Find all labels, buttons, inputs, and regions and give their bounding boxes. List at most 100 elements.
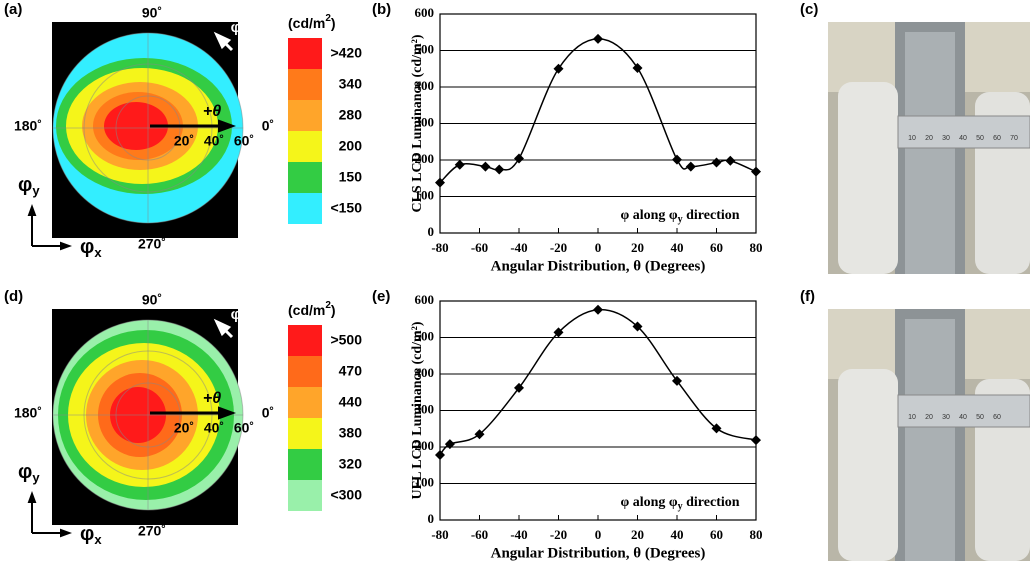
photo-frame-inner — [905, 32, 955, 274]
ruler-label: 40 — [959, 414, 967, 421]
data-point — [514, 382, 524, 393]
phi-label: φ — [231, 19, 242, 36]
x-tick-label: -80 — [431, 240, 448, 255]
ruler-label: 60 — [993, 414, 1001, 421]
phi-y-axis-head — [27, 491, 37, 503]
ruler-label: 10 — [908, 414, 916, 421]
data-point — [751, 166, 761, 177]
legend-label: 320 — [339, 456, 363, 472]
luminance-region — [104, 102, 168, 150]
axis-symbol-base: φ — [80, 236, 94, 258]
axis-symbol-base: φ — [80, 523, 94, 545]
annotation-bg — [608, 205, 752, 227]
x-tick-label: 60 — [710, 240, 723, 255]
axis-symbol-sub: y — [32, 470, 40, 485]
y-axis-label: UFL LCD Luminance (cd/m²) — [410, 321, 425, 499]
phi-y-axis-head — [27, 204, 37, 216]
x-tick-label: 0 — [595, 240, 602, 255]
legend-label: >500 — [330, 332, 362, 348]
theta-arrow-head — [218, 406, 236, 420]
y-tick-label: 600 — [415, 292, 435, 307]
axis-symbol: φx — [80, 523, 102, 547]
ruler — [897, 394, 1030, 428]
x-tick-label: -20 — [550, 527, 567, 542]
photo-cushion — [838, 369, 898, 561]
legend-label: 440 — [339, 394, 363, 410]
angle-label: 0˚ — [262, 118, 274, 134]
data-point — [593, 33, 603, 44]
luminance-curve — [439, 308, 757, 456]
y-tick-label: 200 — [415, 151, 435, 166]
x-tick-label: 20 — [631, 527, 644, 542]
phi-label: φ — [231, 306, 242, 323]
data-point — [685, 161, 696, 172]
ruler-label: 50 — [976, 414, 984, 421]
annotation-sub: y — [678, 501, 683, 512]
data-point — [474, 429, 485, 440]
legend-swatch — [288, 449, 322, 480]
x-tick-label: -40 — [510, 240, 527, 255]
ruler-label: 40 — [959, 135, 967, 142]
theta-label: +θ — [203, 103, 221, 120]
unit-text: (cd/m — [288, 302, 325, 318]
panel-label: (f) — [800, 288, 815, 305]
y-tick-label: 400 — [415, 365, 435, 380]
angle-label: 90˚ — [142, 5, 162, 21]
data-point — [593, 304, 603, 315]
radial-label: 40˚ — [204, 420, 224, 436]
annotation: φ along φy direction — [620, 495, 739, 512]
y-axis-label: CLS LCD Luminance (cd/m²) — [410, 34, 425, 212]
data-point — [494, 164, 505, 175]
annotation-sub: y — [678, 214, 683, 225]
x-tick-label: 80 — [750, 527, 763, 542]
annotation-tail: direction — [683, 208, 740, 223]
panel-label: (c) — [800, 1, 818, 18]
data-point — [711, 423, 722, 434]
plot-frame — [439, 300, 757, 521]
axis-symbol-base: φ — [18, 461, 32, 483]
theta-arrow-head — [218, 119, 236, 133]
y-tick-label: 300 — [415, 114, 435, 129]
theta-label: +θ — [203, 390, 221, 407]
data-point — [435, 177, 445, 188]
x-tick-label: 60 — [710, 527, 723, 542]
unit-sup: 2 — [325, 300, 331, 311]
legend-label: >420 — [330, 45, 362, 61]
legend-unit: (cd/m2) — [288, 13, 336, 31]
angle-label: 180˚ — [14, 405, 42, 421]
ruler-label: 30 — [942, 414, 950, 421]
legend-swatch — [288, 100, 322, 131]
y-tick-label: 300 — [415, 401, 435, 416]
y-tick-label: 500 — [415, 328, 435, 343]
legend-swatch — [288, 480, 322, 511]
x-tick-label: 40 — [671, 240, 684, 255]
radial-label: 60˚ — [234, 133, 254, 149]
y-tick-label: 200 — [415, 438, 435, 453]
x-tick-label: 80 — [750, 240, 763, 255]
ruler-label: 10 — [908, 135, 916, 142]
x-tick-label: 40 — [671, 527, 684, 542]
data-point — [480, 161, 491, 172]
photo-cushion — [838, 82, 898, 274]
annotation-text: φ along φ — [620, 208, 677, 223]
axis-symbol-base: φ — [18, 174, 32, 196]
angle-label: 0˚ — [262, 405, 274, 421]
plot-frame — [439, 13, 757, 234]
phi-arrow-head — [213, 31, 232, 50]
data-point — [454, 159, 465, 170]
phi-x-axis-head — [60, 528, 72, 538]
y-tick-label: 100 — [415, 187, 435, 202]
data-point — [672, 375, 682, 386]
axis-symbol: φy — [18, 461, 40, 485]
data-point — [435, 450, 445, 461]
ruler-label: 20 — [925, 135, 933, 142]
data-point — [711, 157, 722, 168]
panel-label: (a) — [4, 1, 22, 18]
legend-swatch — [288, 38, 322, 69]
angle-label: 180˚ — [14, 118, 42, 134]
ruler-label: 20 — [925, 414, 933, 421]
y-tick-label: 600 — [415, 5, 435, 20]
legend-label: 340 — [339, 76, 363, 92]
x-tick-label: -60 — [471, 240, 488, 255]
